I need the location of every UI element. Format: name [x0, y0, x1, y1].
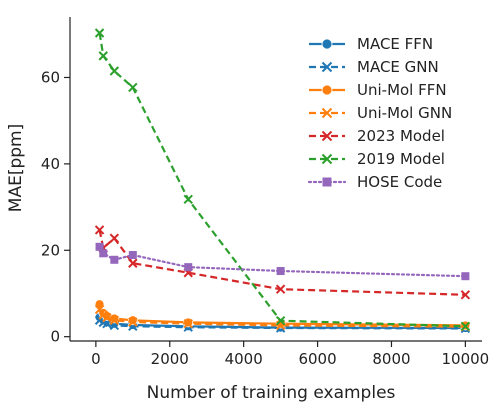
legend-marker [321, 84, 333, 96]
data-point-2023-model [460, 290, 471, 300]
legend-item-2023-model: 2023 Model [309, 127, 445, 145]
data-point-uni-mol-gnn [183, 319, 193, 329]
legend-item-hose-code: HOSE Code [307, 173, 442, 191]
legend-marker [321, 107, 333, 119]
data-point-2023-model [128, 258, 138, 268]
data-point-hose-code [128, 251, 137, 260]
x-tick-label: 8000 [372, 350, 410, 368]
x-axis-title: Number of training examples [147, 383, 396, 403]
data-point-hose-code [184, 263, 193, 272]
legend-label: 2023 Model [357, 127, 445, 145]
legend-item-mace-ffn: MACE FFN [309, 35, 433, 53]
data-point-2019-model [109, 66, 120, 76]
series-layer [94, 28, 471, 334]
data-point-2023-model [109, 233, 120, 243]
legend-label: Uni-Mol FFN [357, 81, 447, 99]
series-hose-code [95, 242, 470, 281]
y-tick-label: 40 [41, 155, 60, 173]
legend-item-2019-model: 2019 Model [309, 150, 445, 168]
legend-marker [322, 177, 332, 187]
legend-item-uni-mol-ffn: Uni-Mol FFN [309, 81, 447, 99]
data-point-2019-model [275, 315, 286, 326]
legend-label: MACE GNN [357, 58, 439, 76]
legend-marker [321, 38, 333, 50]
x-tick-label: 6000 [298, 350, 336, 368]
y-tick-label: 20 [41, 241, 60, 259]
axes: 0 2000 4000 6000 8000 10000 0 20 40 60 [41, 17, 489, 368]
series-2019-model [94, 28, 471, 332]
data-point-hose-code [276, 267, 285, 276]
x-tick-label: 0 [91, 350, 101, 368]
legend-label: MACE FFN [357, 35, 433, 53]
data-point-2019-model [94, 28, 105, 38]
legend-item-uni-mol-gnn: Uni-Mol GNN [309, 104, 452, 122]
data-point-hose-code [110, 255, 119, 264]
data-point-2023-model [94, 225, 105, 235]
y-tick-label: 0 [50, 328, 60, 346]
data-point-2019-model [460, 321, 471, 332]
legend-marker [321, 61, 333, 73]
series-line-2023-model [98, 229, 466, 296]
legend: MACE FFN MACE GNN Uni-Mol FFN Uni-Mol GNN 20… [307, 35, 452, 191]
data-point-uni-mol-gnn [128, 317, 138, 327]
legend-label: Uni-Mol GNN [357, 104, 452, 122]
series-2023-model [94, 225, 471, 300]
data-point-2019-model [183, 194, 193, 205]
data-point-uni-mol-gnn [94, 304, 105, 315]
x-tick-label: 4000 [225, 350, 263, 368]
data-point-hose-code [99, 249, 108, 258]
legend-item-mace-gnn: MACE GNN [309, 58, 439, 76]
y-axis-title: MAE[ppm] [6, 124, 26, 212]
legend-label: 2019 Model [357, 150, 445, 168]
data-point-2019-model [128, 82, 138, 93]
legend-marker [321, 153, 333, 165]
data-point-hose-code [95, 242, 104, 251]
series-line-uni-mol-gnn [98, 308, 466, 328]
data-point-uni-mol-gnn [109, 315, 120, 325]
y-tick-label: 60 [41, 68, 60, 86]
x-tick-label: 10000 [442, 350, 490, 368]
legend-marker [321, 130, 333, 142]
data-point-uni-mol-ffn [127, 315, 138, 326]
x-tick-label: 2000 [151, 350, 189, 368]
data-point-2023-model [275, 284, 286, 294]
data-point-hose-code [461, 272, 470, 281]
data-point-uni-mol-gnn [102, 312, 112, 323]
legend-label: HOSE Code [357, 173, 442, 191]
data-point-2019-model [98, 51, 108, 61]
